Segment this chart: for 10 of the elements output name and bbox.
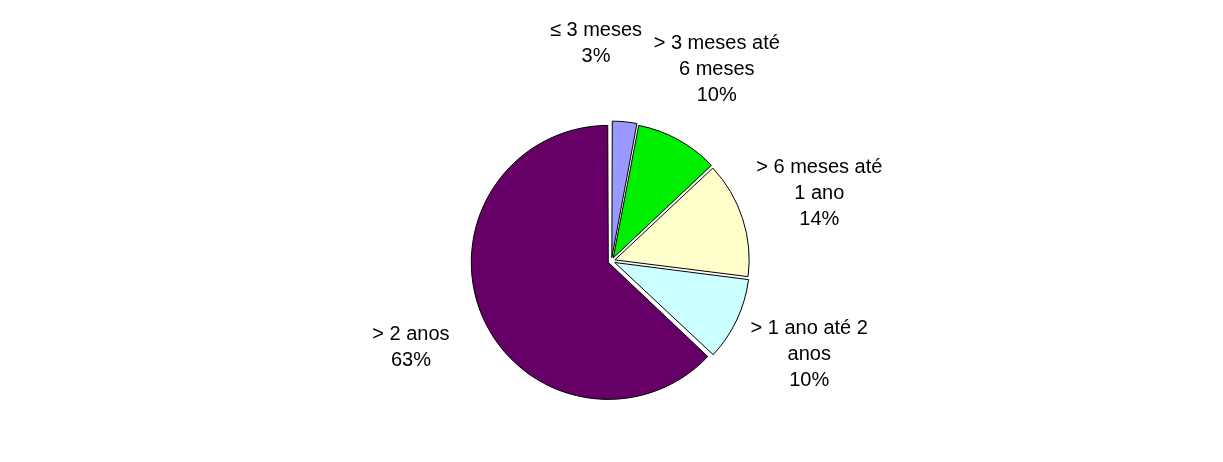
data-label: 10%: [696, 83, 737, 106]
slice-label: ≤ 3 meses: [550, 17, 643, 40]
slice-label: > 3 meses até 6 meses: [653, 31, 780, 80]
data-label: 10%: [789, 367, 830, 390]
data-label: 3%: [581, 43, 611, 66]
slice-label: > 2 anos: [372, 322, 450, 345]
data-label: 63%: [390, 348, 432, 371]
slice-label: > 1 ano até 2 anos: [750, 315, 868, 364]
slice-label: > 6 meses até 1 ano: [756, 155, 883, 203]
data-label: 14%: [799, 207, 840, 229]
